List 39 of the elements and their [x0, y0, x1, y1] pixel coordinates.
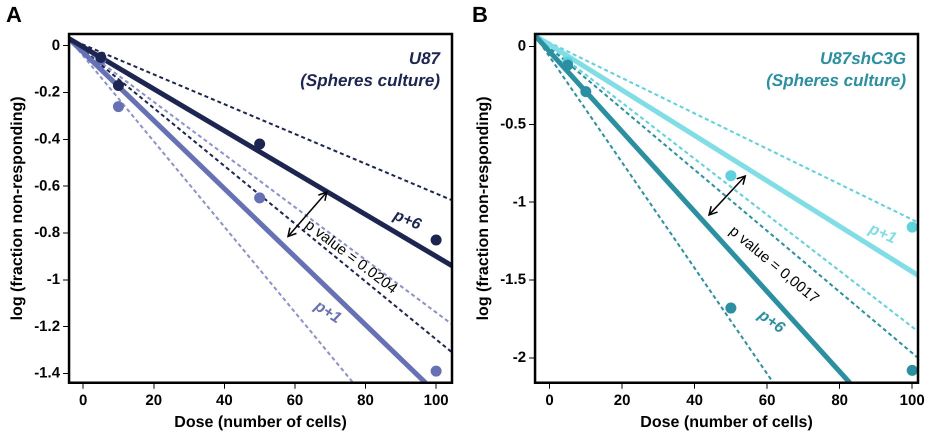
x-tick-label: 20 — [145, 392, 162, 409]
x-axis-title: Dose (number of cells) — [174, 414, 347, 431]
y-tick-label: -0.2 — [34, 84, 60, 101]
y-axis-title: log (fraction non-responding) — [475, 96, 492, 320]
y-tick-label: -1.2 — [34, 318, 60, 335]
text: (Spheres culture) — [300, 71, 440, 90]
text: p+1 — [310, 297, 344, 328]
text: p+6 — [390, 206, 424, 234]
text: (Spheres culture) — [766, 71, 906, 90]
text: U87 — [408, 49, 442, 68]
x-tick-label: 40 — [216, 392, 233, 409]
y-tick-label: -1.5 — [500, 271, 526, 288]
y-tick-label: -0.8 — [34, 224, 60, 242]
x-tick-label: 20 — [614, 392, 630, 409]
y-axis-title: log (fraction non-responding) — [9, 96, 26, 320]
text: p+1 — [865, 220, 900, 248]
x-tick-label: 80 — [357, 392, 374, 409]
y-tick-label: -0.6 — [34, 177, 60, 194]
x-tick-label: 0 — [78, 392, 88, 409]
text: U87shC3G — [820, 49, 906, 68]
y-tick-label: 0 — [52, 36, 60, 54]
x-axis-title: Dose (number of cells) — [640, 414, 813, 431]
text: p+6 — [754, 306, 788, 337]
x-tick-label: 100 — [424, 392, 449, 409]
x-tick-label: 60 — [286, 392, 304, 409]
y-tick-label: -1.4 — [34, 364, 61, 382]
x-tick-label: 80 — [831, 392, 848, 409]
y-tick-label: -1 — [46, 270, 60, 288]
text: B — [472, 2, 488, 27]
y-tick-label: -0.5 — [500, 115, 526, 132]
y-tick-label: -0.4 — [34, 130, 61, 148]
x-tick-label: 0 — [545, 392, 554, 409]
x-tick-label: 100 — [900, 392, 925, 409]
y-tick-label: -2 — [512, 349, 526, 366]
y-tick-label: 0 — [518, 38, 526, 55]
text: A — [6, 2, 22, 27]
x-tick-label: 40 — [686, 392, 703, 409]
x-tick-label: 60 — [758, 392, 776, 409]
y-tick-label: -1 — [512, 193, 526, 210]
